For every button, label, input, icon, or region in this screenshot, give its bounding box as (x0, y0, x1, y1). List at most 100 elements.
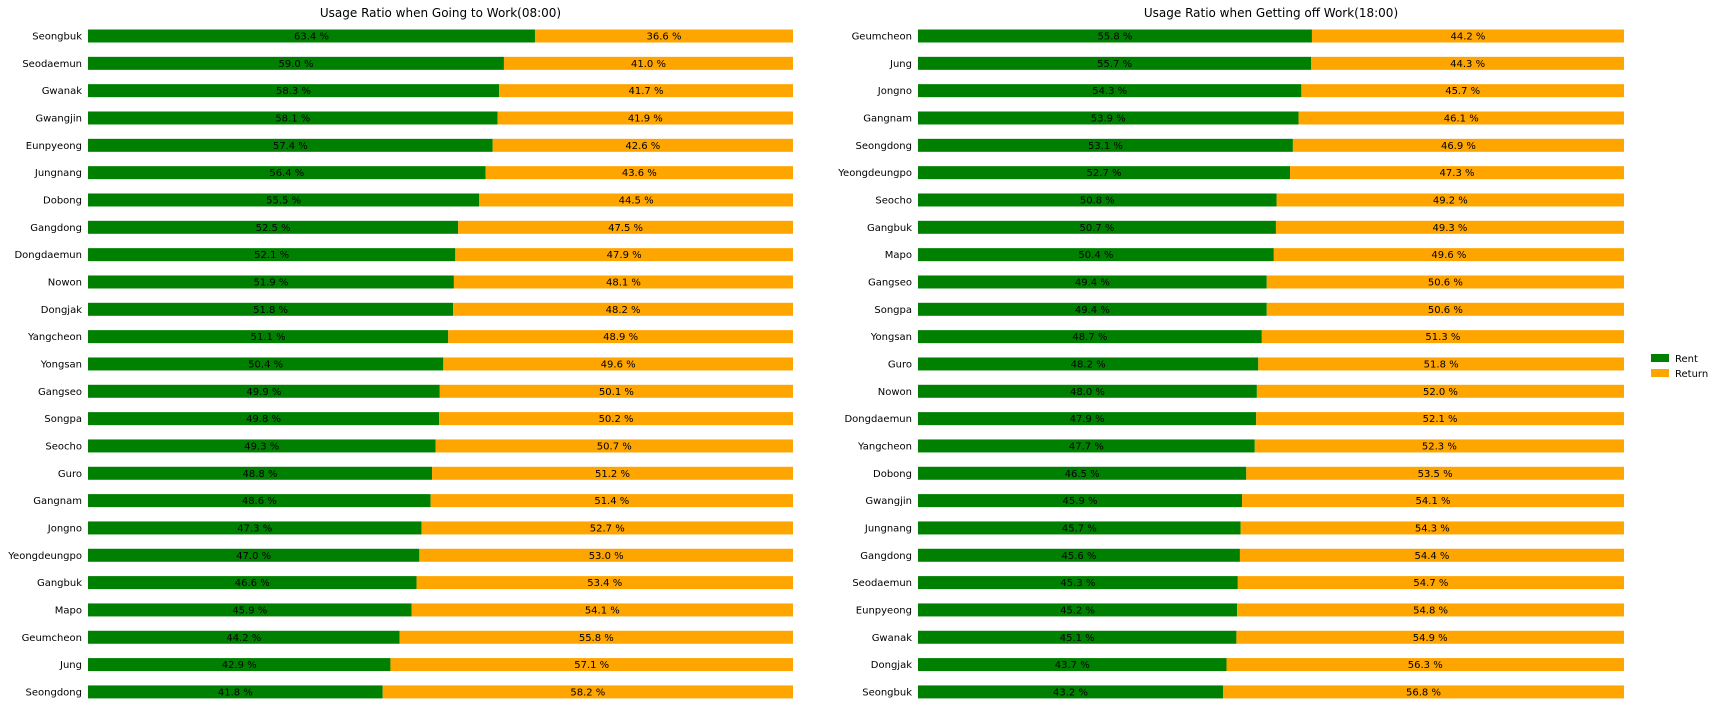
y-tick-label: Yeongdeungpo (7, 551, 82, 562)
bar-return (382, 685, 793, 699)
data-label: 46.1 % (1444, 113, 1479, 124)
data-label: 55.8 % (579, 633, 614, 644)
chart-title: Usage Ratio when Going to Work(08:00) (320, 6, 561, 20)
bar-rent (918, 111, 1299, 125)
data-label: 36.6 % (647, 32, 682, 43)
bar-return (1236, 630, 1624, 644)
data-label: 54.3 % (1092, 86, 1127, 97)
bar-return (1239, 548, 1624, 562)
bar-rent (918, 275, 1267, 289)
data-label: 50.6 % (1428, 277, 1463, 288)
bar-return (448, 330, 793, 344)
bar-rent (88, 357, 444, 371)
data-label: 46.9 % (1441, 141, 1476, 152)
y-tick-label: Seocho (875, 195, 912, 206)
bar-rent (88, 220, 459, 234)
y-tick-label: Seongbuk (862, 687, 912, 698)
data-label: 54.3 % (1415, 523, 1450, 534)
bar-return (421, 521, 793, 535)
bar-return (1237, 576, 1624, 590)
data-label: 43.2 % (1053, 687, 1088, 698)
data-label: 56.4 % (269, 168, 304, 179)
data-label: 41.7 % (629, 86, 664, 97)
bar-return (1240, 521, 1624, 535)
bar-return (1276, 193, 1624, 207)
data-label: 42.6 % (625, 141, 660, 152)
data-label: 54.7 % (1413, 578, 1448, 589)
data-label: 54.1 % (585, 605, 620, 616)
bar-return (1256, 384, 1624, 398)
data-label: 56.3 % (1408, 660, 1443, 671)
y-tick-label: Dongjak (871, 660, 912, 671)
data-label: 48.9 % (603, 332, 638, 343)
data-label: 48.7 % (1072, 332, 1107, 343)
bar-return (1258, 357, 1624, 371)
bar-rent (918, 494, 1243, 508)
data-label: 52.1 % (254, 250, 289, 261)
data-label: 51.8 % (1424, 359, 1459, 370)
data-label: 47.9 % (607, 250, 642, 261)
bar-rent (88, 439, 436, 453)
y-tick-label: Seodaemun (852, 578, 912, 589)
bar-rent (918, 302, 1267, 316)
bar-rent (88, 111, 498, 125)
data-label: 51.9 % (253, 277, 288, 288)
legend-swatch-rent (1651, 354, 1669, 362)
y-tick-label: Gangseo (868, 277, 912, 288)
data-label: 44.2 % (226, 633, 261, 644)
bar-rent (88, 384, 440, 398)
data-label: 45.3 % (1060, 578, 1095, 589)
y-tick-label: Gangdong (30, 223, 82, 234)
bar-rent (918, 630, 1237, 644)
bar-rent (88, 521, 422, 535)
y-tick-label: Jung (889, 59, 912, 70)
bar-return (485, 166, 793, 180)
bar-return (1266, 302, 1624, 316)
bar-rent (88, 494, 431, 508)
bar-rent (88, 275, 454, 289)
bar-return (443, 357, 793, 371)
bar-return (1237, 603, 1624, 617)
bar-rent (918, 29, 1312, 43)
bar-return (1301, 84, 1624, 98)
data-label: 48.2 % (606, 305, 641, 316)
bar-rent (918, 220, 1276, 234)
y-tick-label: Guro (58, 469, 82, 480)
data-label: 45.1 % (1060, 633, 1095, 644)
bar-rent (918, 603, 1238, 617)
y-tick-label: Gangnam (33, 496, 82, 507)
y-tick-label: Dobong (43, 195, 82, 206)
data-label: 50.4 % (1078, 250, 1113, 261)
data-label: 55.5 % (266, 195, 301, 206)
bar-rent (88, 658, 391, 672)
bar-return (411, 603, 793, 617)
bar-rent (918, 330, 1262, 344)
bar-rent (918, 193, 1277, 207)
bar-return (1254, 439, 1624, 453)
y-tick-label: Yangcheon (857, 441, 912, 452)
data-label: 41.8 % (218, 687, 253, 698)
bar-return (439, 412, 793, 426)
data-label: 50.7 % (1079, 223, 1114, 234)
y-tick-label: Yongsan (40, 359, 82, 370)
data-label: 53.0 % (589, 551, 624, 562)
data-label: 47.5 % (608, 223, 643, 234)
y-tick-label: Songpa (874, 305, 912, 316)
data-label: 49.8 % (246, 414, 281, 425)
data-label: 49.6 % (1431, 250, 1466, 261)
bar-return (1273, 248, 1624, 262)
bar-return (1311, 29, 1624, 43)
y-tick-label: Mapo (885, 250, 912, 261)
data-label: 58.2 % (570, 687, 605, 698)
data-label: 45.2 % (1060, 605, 1095, 616)
bar-rent (918, 56, 1312, 70)
data-label: 42.9 % (222, 660, 257, 671)
data-label: 46.5 % (1065, 469, 1100, 480)
data-label: 47.0 % (236, 551, 271, 562)
data-label: 54.4 % (1414, 551, 1449, 562)
bar-return (432, 466, 793, 480)
data-label: 54.8 % (1413, 605, 1448, 616)
data-label: 53.4 % (587, 578, 622, 589)
data-label: 44.3 % (1450, 59, 1485, 70)
